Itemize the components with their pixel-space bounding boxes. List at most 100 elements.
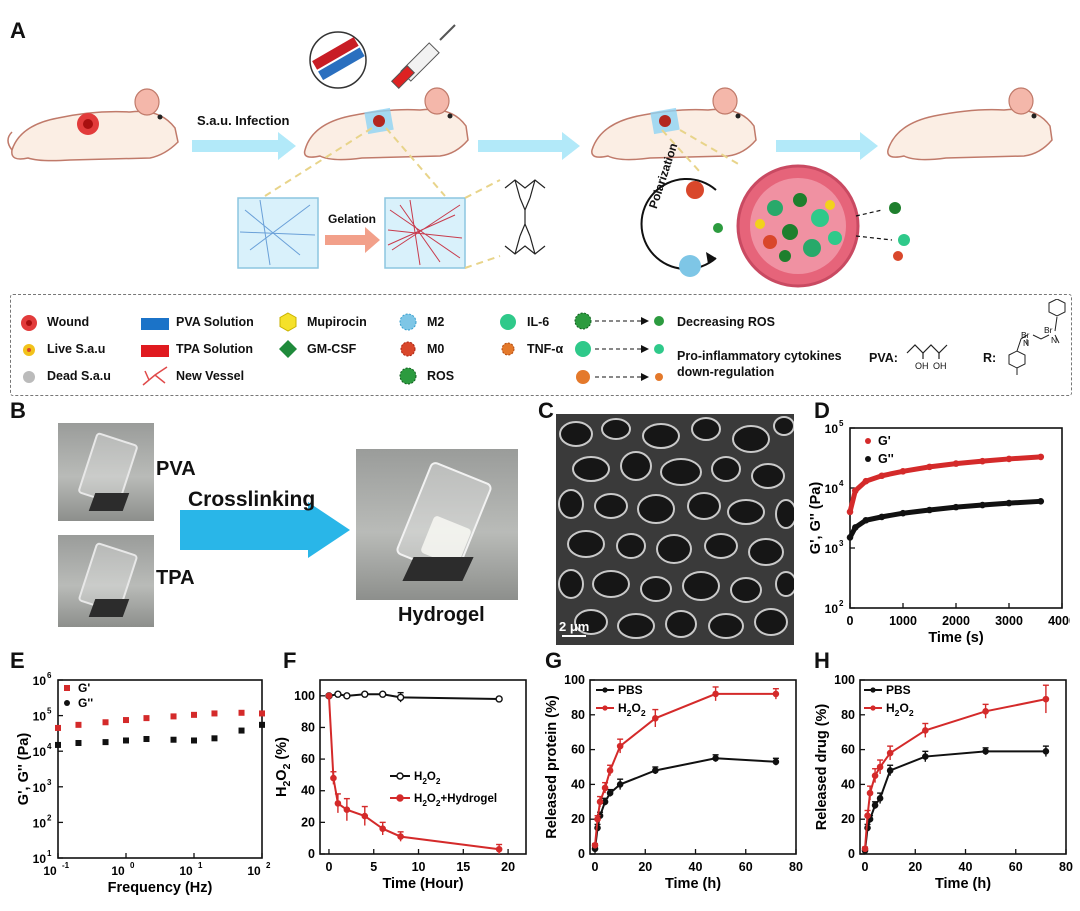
y-tick-label: 40 (301, 784, 315, 798)
data-point (596, 798, 604, 806)
r-structure-label: R: (983, 351, 997, 365)
x-tick-label: 1000 (889, 614, 917, 628)
y-tick-label: 10 (33, 781, 47, 795)
data-point (982, 708, 989, 715)
wound-icon (21, 315, 37, 331)
n-1: N (1023, 338, 1030, 348)
y-tick-label: 60 (571, 743, 585, 757)
data-point (871, 772, 879, 779)
x-tick-label: 5 (370, 860, 377, 874)
br-1: Br (1021, 330, 1030, 340)
x-tick-label: 40 (689, 860, 703, 874)
y-tick-exp: 2 (839, 599, 844, 608)
data-point (170, 713, 177, 720)
r-structure (1008, 299, 1066, 375)
legend-label: PBS (618, 683, 643, 697)
x-axis-label: Time (Hour) (382, 876, 463, 892)
downregulation-arrows (574, 312, 664, 384)
data-point (982, 748, 989, 755)
il6-icon (500, 314, 516, 330)
data-point (606, 789, 614, 797)
data-point (876, 763, 884, 771)
x-axis-label: Time (h) (935, 876, 991, 892)
y-tick-label: 0 (578, 847, 585, 861)
x-axis-label: Time (s) (928, 630, 984, 646)
br-2: Br (1044, 325, 1053, 335)
data-point (191, 737, 197, 744)
data-point (652, 767, 659, 774)
x-tick-label: 2000 (942, 614, 970, 628)
x-tick-label: 15 (456, 860, 470, 874)
data-point (330, 774, 337, 782)
x-tick-label: 40 (959, 860, 973, 874)
legend-proinf-2: down-regulation (677, 365, 775, 379)
legend-label: H2O2 (414, 771, 441, 786)
legend-ros: ROS (427, 369, 455, 383)
y-tick-label: 60 (841, 743, 855, 757)
plot-frame (859, 679, 1067, 855)
legend-il6: IL-6 (527, 315, 550, 329)
y-tick-exp: 2 (47, 813, 52, 822)
data-point (591, 841, 599, 849)
legend-wound: Wound (47, 315, 90, 329)
data-point (876, 795, 884, 802)
data-point (495, 695, 503, 703)
hydrogel-label: Hydrogel (398, 604, 485, 626)
pva-solution-swatch (141, 318, 169, 330)
y-tick-label: 0 (848, 847, 855, 861)
y-tick-label: 80 (841, 708, 855, 722)
data-point (378, 690, 387, 698)
x-tick-label: 20 (501, 860, 515, 874)
panel-label-c: C (538, 398, 554, 423)
data-point (862, 516, 870, 524)
wound-inset (736, 164, 860, 288)
legend-marker (396, 794, 404, 802)
data-point (952, 503, 960, 511)
legend-label: H2O2 (618, 701, 646, 718)
crosslinking-arrow (180, 502, 350, 558)
data-point (606, 767, 614, 774)
legend-marker (865, 456, 871, 462)
y-tick-label: 100 (834, 673, 855, 687)
legend-live: Live S.a.u (47, 342, 106, 356)
legend-box: Wound Live S.a.u Dead S.a.u PVA Solution… (10, 294, 1072, 396)
y-tick-label: 20 (301, 815, 315, 829)
data-point (979, 501, 986, 509)
legend-label: H2O2+Hydrogel (414, 793, 497, 808)
y-tick-label: 10 (33, 816, 47, 830)
arrow-3 (776, 132, 878, 160)
data-point (123, 737, 129, 744)
series-line-1 (847, 498, 1041, 539)
data-point (1037, 498, 1045, 505)
x-tick-label: 4000 (1048, 614, 1070, 628)
x-tick-label: 10 (179, 864, 193, 878)
series-line-0 (847, 454, 1041, 513)
data-point (1005, 499, 1013, 507)
data-point (123, 717, 129, 724)
data-point (926, 463, 933, 471)
data-point (361, 690, 369, 698)
legend-tnf: TNF-α (527, 342, 564, 356)
data-point (846, 534, 854, 541)
data-point (495, 845, 503, 853)
data-point (325, 692, 333, 700)
tpa-solution-swatch (141, 345, 169, 357)
legend-marker (870, 687, 876, 693)
data-point (55, 724, 61, 731)
y-tick-label: 10 (33, 710, 47, 724)
data-point (926, 506, 933, 514)
legend-tpa: TPA Solution (176, 342, 254, 356)
m2-icon (399, 313, 417, 331)
panel-label-d: D (814, 398, 830, 423)
legend-label: G' (78, 681, 90, 695)
y-tick-label: 60 (301, 752, 315, 766)
y-tick-exp: 1 (47, 849, 52, 858)
photo-pva-vial (58, 423, 154, 521)
x-tick-exp: 0 (130, 861, 135, 870)
gel-cube-solution (237, 197, 319, 269)
panel-label-h: H (814, 648, 830, 673)
series-line-1 (594, 692, 776, 846)
panel-label-e: E (10, 648, 25, 673)
data-point (334, 800, 342, 807)
x-tick-label: 0 (847, 614, 854, 628)
